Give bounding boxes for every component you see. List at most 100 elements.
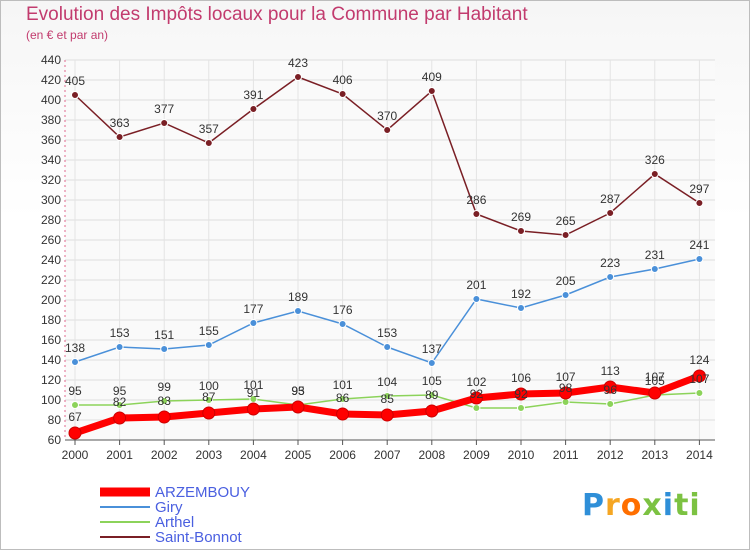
data-label: 192 xyxy=(511,287,531,301)
data-label: 155 xyxy=(199,324,219,338)
data-label: 223 xyxy=(600,256,620,270)
data-point xyxy=(246,402,260,416)
data-point xyxy=(115,133,124,141)
legend-label: Arthel xyxy=(155,514,194,531)
data-point xyxy=(113,411,127,425)
data-point xyxy=(71,91,79,99)
legend-label: Saint-Bonnot xyxy=(155,529,243,546)
x-tick-label: 2002 xyxy=(151,448,178,462)
data-label: 89 xyxy=(425,388,439,402)
data-label: 377 xyxy=(154,102,174,116)
y-tick-label: 100 xyxy=(41,393,61,407)
data-label: 93 xyxy=(291,384,305,398)
data-point xyxy=(517,304,525,312)
y-tick-label: 420 xyxy=(41,73,61,87)
data-label: 153 xyxy=(110,326,130,340)
data-point xyxy=(294,73,302,81)
y-tick-label: 380 xyxy=(41,113,61,127)
data-label: 265 xyxy=(556,214,576,228)
data-label: 176 xyxy=(333,303,353,317)
data-point xyxy=(204,341,213,349)
data-point xyxy=(695,255,704,263)
data-point xyxy=(71,401,79,409)
chart-title: Evolution des Impôts locaux pour la Comm… xyxy=(26,4,528,25)
data-point xyxy=(68,426,82,440)
data-label: 107 xyxy=(556,370,576,384)
y-tick-label: 300 xyxy=(41,193,61,207)
data-point xyxy=(695,389,704,397)
data-point xyxy=(157,410,171,424)
data-label: 297 xyxy=(689,182,709,196)
chart-subtitle: (en € et par an) xyxy=(26,28,109,42)
data-label: 92 xyxy=(514,387,528,401)
data-label: 91 xyxy=(247,386,261,400)
proxiti-logo: Proxiti xyxy=(582,488,701,523)
legend-label: ARZEMBOUY xyxy=(155,484,250,501)
data-point xyxy=(338,320,347,328)
x-tick-label: 2007 xyxy=(374,448,401,462)
y-tick-label: 120 xyxy=(41,373,61,387)
data-point xyxy=(695,199,704,207)
y-tick-label: 60 xyxy=(48,433,62,447)
data-label: 406 xyxy=(333,73,353,87)
data-label: 241 xyxy=(689,238,709,252)
data-point xyxy=(425,404,439,418)
data-label: 153 xyxy=(377,326,397,340)
data-label: 137 xyxy=(422,342,442,356)
data-label: 86 xyxy=(336,391,350,405)
x-tick-label: 2010 xyxy=(508,448,535,462)
data-point xyxy=(338,90,347,98)
data-label: 363 xyxy=(110,116,130,130)
plot-area xyxy=(65,60,715,440)
y-tick-label: 220 xyxy=(41,273,61,287)
data-label: 95 xyxy=(113,384,127,398)
legend-label: Giry xyxy=(155,499,183,516)
data-point xyxy=(427,391,436,399)
data-point xyxy=(115,343,124,351)
data-point xyxy=(427,87,436,95)
data-label: 151 xyxy=(154,328,174,342)
data-point xyxy=(472,404,481,412)
y-tick-label: 140 xyxy=(41,353,61,367)
data-label: 99 xyxy=(158,380,172,394)
y-tick-label: 160 xyxy=(41,333,61,347)
x-tick-label: 2000 xyxy=(62,448,89,462)
data-label: 92 xyxy=(470,387,484,401)
x-tick-label: 2004 xyxy=(240,448,267,462)
data-point xyxy=(606,209,615,217)
data-label: 391 xyxy=(243,88,263,102)
data-label: 100 xyxy=(199,379,219,393)
y-tick-label: 360 xyxy=(41,133,61,147)
data-point xyxy=(692,369,706,383)
y-tick-label: 320 xyxy=(41,173,61,187)
y-tick-label: 180 xyxy=(41,313,61,327)
data-point xyxy=(603,380,617,394)
data-point xyxy=(291,400,305,414)
y-tick-label: 260 xyxy=(41,233,61,247)
data-point xyxy=(160,397,169,405)
data-point xyxy=(160,119,169,127)
data-label: 101 xyxy=(243,378,263,392)
data-point xyxy=(561,231,570,239)
data-label: 82 xyxy=(113,395,127,409)
data-point xyxy=(561,398,570,406)
data-label: 409 xyxy=(422,70,442,84)
data-label: 83 xyxy=(158,394,172,408)
data-label: 201 xyxy=(466,278,486,292)
data-label: 177 xyxy=(243,302,263,316)
x-tick-label: 2008 xyxy=(418,448,445,462)
data-point xyxy=(115,401,124,409)
data-label: 106 xyxy=(511,371,531,385)
data-point xyxy=(249,105,258,113)
data-point xyxy=(202,406,216,420)
data-label: 113 xyxy=(601,364,620,378)
data-label: 96 xyxy=(604,383,618,397)
x-tick-label: 2011 xyxy=(553,448,579,462)
data-point xyxy=(606,400,615,408)
x-tick-label: 2013 xyxy=(641,448,668,462)
data-label: 67 xyxy=(68,410,82,424)
data-label: 205 xyxy=(556,274,576,288)
data-point xyxy=(472,295,481,303)
data-label: 286 xyxy=(466,193,486,207)
